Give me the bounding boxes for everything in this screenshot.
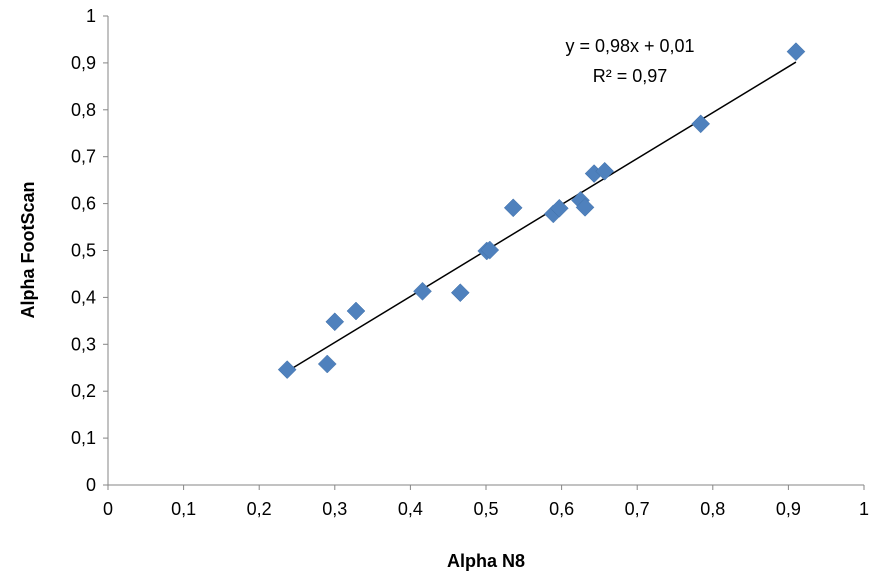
- data-point: [277, 360, 297, 379]
- y-tick-label: 0,3: [71, 334, 96, 354]
- y-axis-title: Alpha FootScan: [18, 181, 38, 318]
- data-point: [413, 281, 432, 301]
- x-tick-label: 0,7: [625, 499, 650, 519]
- r-squared-label: R² = 0,97: [593, 66, 668, 86]
- x-tick-label: 0,4: [398, 499, 423, 519]
- y-tick-labels: 0 0,1 0,2 0,3 0,4 0,5 0,6 0,7 0,8 0,9 1: [71, 6, 96, 495]
- x-tick-label: 0,2: [247, 499, 272, 519]
- y-tick-label: 0,1: [71, 428, 96, 448]
- data-point: [503, 198, 523, 218]
- x-tick-label: 0,8: [700, 499, 725, 519]
- trendline: [286, 61, 797, 373]
- y-tick-label: 0,6: [71, 194, 96, 214]
- data-point: [317, 354, 337, 374]
- y-tick-label: 0,7: [71, 147, 96, 167]
- y-tick-marks: [103, 15, 108, 486]
- y-tick-label: 0,8: [71, 100, 96, 120]
- data-point: [549, 198, 569, 218]
- x-tick-label: 0,3: [322, 499, 347, 519]
- x-tick-label: 0,1: [171, 499, 196, 519]
- y-tick-label: 1: [86, 6, 96, 26]
- x-tick-label: 0: [103, 499, 113, 519]
- y-tick-label: 0,9: [71, 53, 96, 73]
- y-tick-label: 0,4: [71, 287, 96, 307]
- trendline-equation: y = 0,98x + 0,01: [565, 36, 694, 56]
- data-point: [450, 283, 470, 303]
- x-tick-labels: 0 0,1 0,2 0,3 0,4 0,5 0,6 0,7 0,8 0,9 1: [103, 499, 869, 519]
- x-axis-title: Alpha N8: [447, 551, 525, 571]
- x-tick-label: 0,9: [776, 499, 801, 519]
- data-point: [691, 114, 711, 134]
- data-point: [346, 301, 366, 321]
- data-point: [786, 42, 806, 61]
- data-point: [325, 312, 345, 332]
- data-point: [575, 197, 595, 217]
- x-tick-label: 1: [859, 499, 869, 519]
- x-tick-marks: [107, 485, 865, 490]
- x-tick-label: 0,6: [549, 499, 574, 519]
- y-tick-label: 0,2: [71, 381, 96, 401]
- data-points: [277, 42, 806, 379]
- data-point: [480, 240, 500, 260]
- y-tick-label: 0,5: [71, 241, 96, 261]
- data-point: [595, 161, 615, 181]
- y-tick-label: 0: [86, 475, 96, 495]
- x-tick-label: 0,5: [473, 499, 498, 519]
- axes: [103, 15, 865, 490]
